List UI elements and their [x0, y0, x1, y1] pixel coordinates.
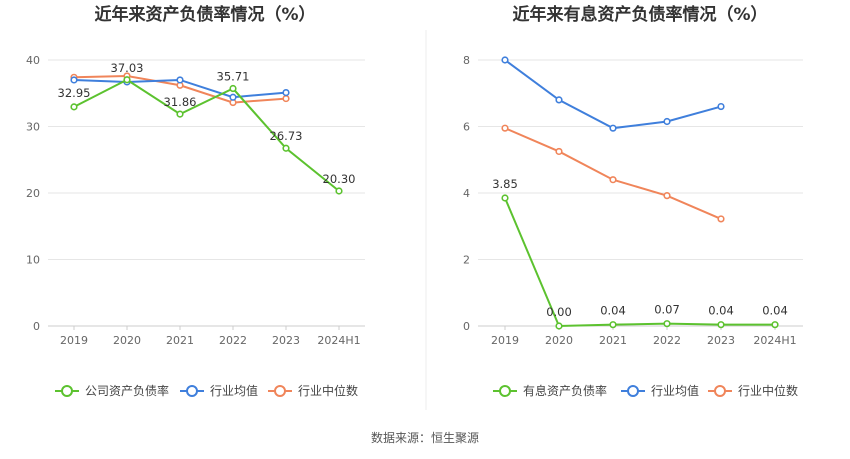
data-point[interactable] — [771, 321, 779, 329]
data-point[interactable] — [555, 322, 563, 330]
data-label: 0.04 — [600, 304, 626, 318]
y-tick-label: 2 — [463, 254, 470, 267]
data-point[interactable] — [717, 321, 725, 329]
series-line — [73, 78, 340, 192]
legend-item[interactable]: 有息资产负债率 — [493, 383, 607, 398]
data-point[interactable] — [555, 96, 563, 104]
chart-title: 近年来资产负债率情况（%） — [94, 4, 315, 25]
legend-item[interactable]: 行业均值 — [180, 383, 258, 398]
data-point[interactable] — [282, 144, 290, 152]
data-point[interactable] — [501, 56, 509, 64]
data-label: 0.00 — [546, 305, 572, 319]
data-point[interactable] — [123, 76, 131, 84]
y-tick-label: 4 — [463, 187, 470, 200]
legend-label: 行业均值 — [651, 383, 699, 398]
legend-item[interactable]: 行业中位数 — [268, 383, 358, 398]
chart-title: 近年来有息资产负债率情况（%） — [512, 4, 767, 25]
x-tick-label: 2024H1 — [753, 334, 796, 347]
x-tick-label: 2020 — [113, 334, 141, 347]
legend-item[interactable]: 行业均值 — [621, 383, 699, 398]
data-label: 35.71 — [217, 70, 250, 84]
series-line — [504, 59, 722, 130]
data-label: 0.07 — [654, 303, 680, 317]
data-point[interactable] — [335, 187, 343, 195]
legend-label: 行业均值 — [210, 383, 258, 398]
data-point[interactable] — [663, 320, 671, 328]
data-point[interactable] — [609, 176, 617, 184]
data-point[interactable] — [717, 102, 725, 111]
legend-label: 行业中位数 — [738, 383, 798, 398]
series-line — [504, 197, 775, 328]
data-label: 0.04 — [708, 304, 734, 318]
legend-marker — [274, 385, 286, 397]
y-tick-label: 40 — [26, 54, 40, 67]
x-tick-label: 2019 — [60, 334, 88, 347]
data-point[interactable] — [176, 110, 184, 118]
x-tick-label: 2020 — [545, 334, 573, 347]
x-tick-label: 2022 — [219, 334, 247, 347]
y-tick-label: 20 — [26, 187, 40, 200]
legend-marker — [186, 385, 198, 397]
legend-marker — [714, 385, 726, 397]
x-tick-label: 2019 — [491, 334, 519, 347]
data-point[interactable] — [70, 76, 78, 84]
legend-item[interactable]: 行业中位数 — [708, 383, 798, 398]
data-point[interactable] — [609, 124, 617, 132]
data-point[interactable] — [70, 103, 78, 111]
data-point[interactable] — [282, 88, 290, 97]
y-tick-label: 30 — [26, 121, 40, 134]
data-label: 3.85 — [492, 177, 518, 191]
y-tick-label: 10 — [26, 254, 40, 267]
legend-marker — [61, 385, 73, 397]
data-label: 26.73 — [270, 129, 303, 143]
data-point[interactable] — [501, 124, 509, 132]
data-point[interactable] — [663, 192, 671, 200]
x-tick-label: 2023 — [272, 334, 300, 347]
chart-2: 近年来有息资产负债率情况（%） 0 2 4 6 8 2019 2020 2021 2022 2023… — [463, 4, 803, 398]
data-point[interactable] — [663, 117, 671, 126]
x-tick-label: 2024H1 — [317, 334, 360, 347]
data-point[interactable] — [282, 94, 290, 103]
legend-label: 有息资产负债率 — [523, 383, 607, 398]
x-tick-label: 2021 — [599, 334, 627, 347]
x-tick-label: 2021 — [166, 334, 194, 347]
x-tick-label: 2023 — [707, 334, 735, 347]
data-point[interactable] — [609, 321, 617, 329]
legend-item[interactable]: 公司资产负债率 — [55, 383, 169, 398]
chart-1: 近年来资产负债率情况（%） 0 10 20 30 40 2019 2020 2021 2022 20… — [26, 4, 365, 398]
data-label: 20.30 — [323, 172, 356, 186]
data-point[interactable] — [501, 194, 509, 202]
legend-marker — [627, 385, 639, 397]
legend-label: 行业中位数 — [298, 383, 358, 398]
y-tick-label: 0 — [33, 320, 40, 333]
legend-marker — [499, 385, 511, 397]
data-label: 0.04 — [762, 304, 788, 318]
legend-label: 公司资产负债率 — [85, 383, 169, 398]
data-label: 32.95 — [58, 86, 91, 100]
data-label: 37.03 — [111, 61, 144, 75]
y-tick-label: 6 — [463, 121, 470, 134]
data-label: 31.86 — [164, 95, 197, 109]
data-point[interactable] — [229, 84, 237, 93]
source-note: 数据来源：恒生聚源 — [371, 430, 479, 445]
series-line — [504, 127, 722, 220]
data-point[interactable] — [229, 93, 237, 101]
x-tick-label: 2022 — [653, 334, 681, 347]
y-tick-label: 8 — [463, 54, 470, 67]
data-point[interactable] — [176, 76, 184, 84]
data-point[interactable] — [555, 147, 563, 156]
y-tick-label: 0 — [463, 320, 470, 333]
data-point[interactable] — [717, 215, 725, 223]
